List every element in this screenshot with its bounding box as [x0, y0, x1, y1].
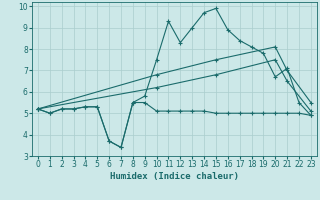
X-axis label: Humidex (Indice chaleur): Humidex (Indice chaleur)	[110, 172, 239, 181]
